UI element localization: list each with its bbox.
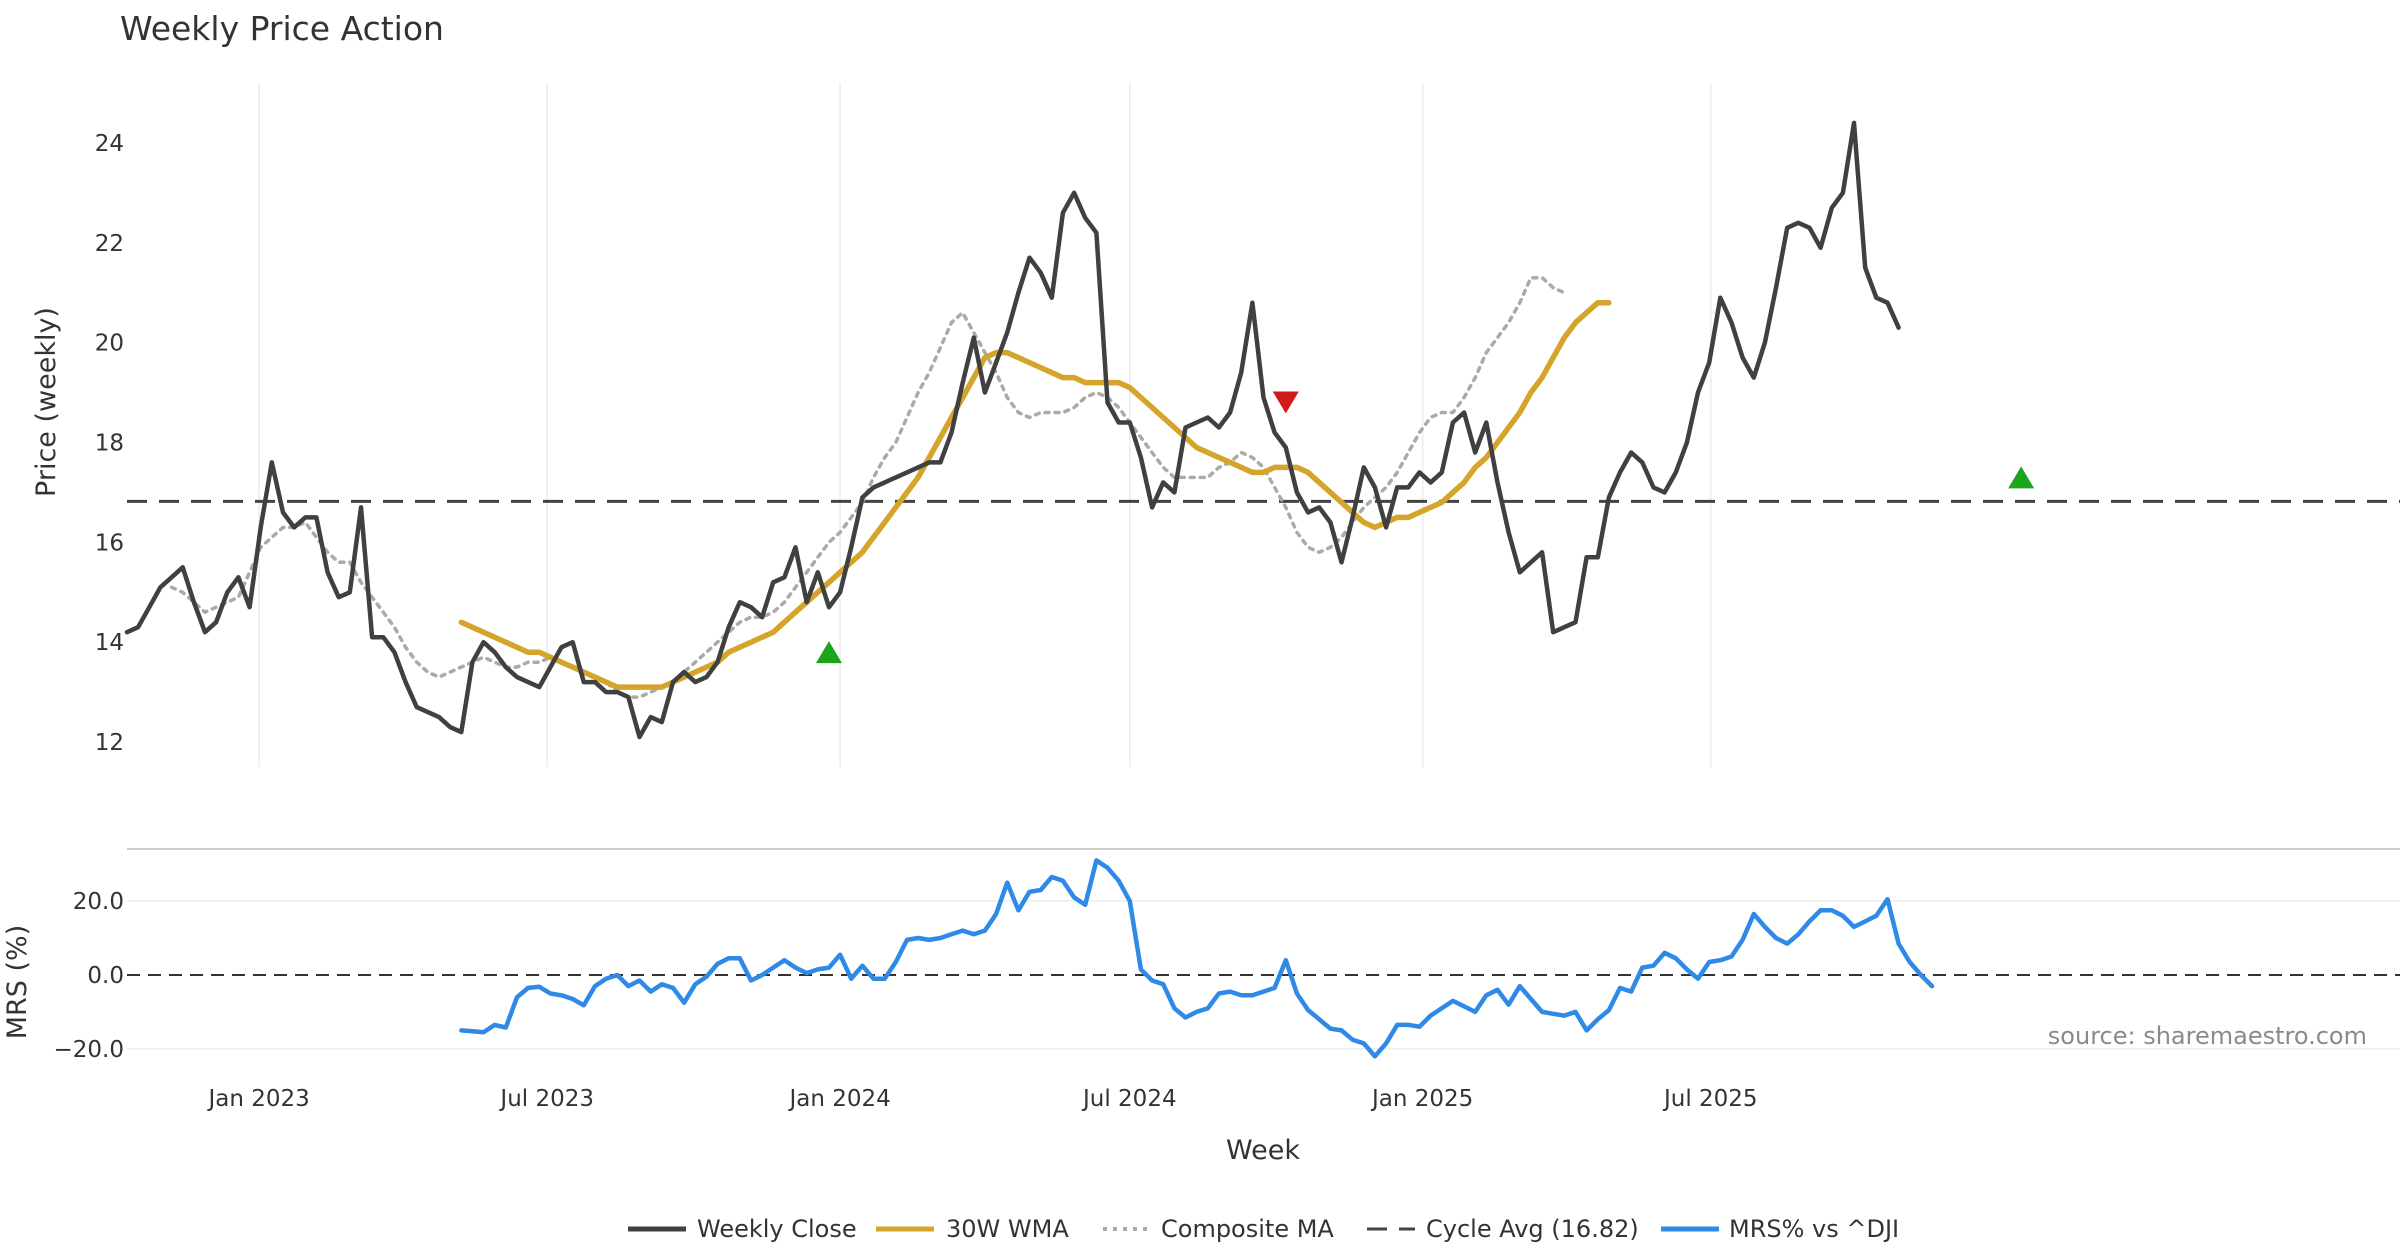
price-y-axis-title: Price (weekly) — [31, 307, 62, 497]
x-tick-label: Jul 2024 — [1081, 1086, 1177, 1112]
series-layer — [124, 120, 2400, 1059]
price-gridlines — [258, 83, 1712, 767]
x-tick-label: Jul 2023 — [498, 1086, 594, 1112]
sell-signal-marker — [1272, 391, 1299, 414]
price-y-tick-label: 24 — [95, 131, 124, 157]
series-line-mrs-vs-dji — [459, 858, 1935, 1059]
legend-label-30w-wma: 30W WMA — [946, 1215, 1069, 1243]
series-line-weekly-close — [124, 120, 1901, 740]
x-axis: Jan 2023 Jul 2023 Jan 2024 Jul 2024 Jan 2025… — [206, 1086, 1757, 1112]
series-line-composite-ma — [169, 275, 1567, 699]
buy-signal-marker — [815, 641, 842, 664]
price-y-tick-label: 20 — [95, 331, 124, 357]
mrs-y-tick-label: 20.0 — [73, 889, 124, 915]
price-y-tick-label: 14 — [95, 630, 124, 656]
legend-label-cycle-avg: Cycle Avg (16.82) — [1426, 1215, 1639, 1243]
price-y-tick-label: 22 — [95, 231, 124, 257]
legend-label-composite-ma: Composite MA — [1161, 1215, 1334, 1243]
x-tick-label: Jul 2025 — [1662, 1086, 1758, 1112]
mrs-y-tick-label: 0.0 — [87, 963, 124, 989]
mrs-y-tick-label: −20.0 — [54, 1037, 124, 1063]
price-y-tick-label: 16 — [95, 530, 124, 556]
x-tick-label: Jan 2023 — [206, 1086, 309, 1112]
source-label: source: sharemaestro.com — [2048, 1022, 2367, 1050]
mrs-gridlines — [127, 900, 2400, 1050]
x-tick-label: Jan 2025 — [1370, 1086, 1473, 1112]
price-y-tick-label: 18 — [95, 430, 124, 456]
x-tick-label: Jan 2024 — [787, 1086, 890, 1112]
chart-title: Weekly Price Action — [120, 9, 444, 48]
legend-label-weekly-close: Weekly Close — [697, 1215, 857, 1243]
buy-signal-marker — [2008, 466, 2035, 489]
signal-markers — [815, 391, 2035, 664]
price-y-axis: 12 14 16 18 20 22 24 — [95, 131, 124, 756]
x-axis-title: Week — [1226, 1135, 1300, 1166]
legend: Weekly Close 30W WMA Composite MA Cycle … — [628, 1215, 1899, 1243]
price-y-tick-label: 12 — [95, 730, 124, 756]
legend-label-mrs: MRS% vs ^DJI — [1729, 1215, 1899, 1243]
mrs-y-axis: −20.0 0.0 20.0 — [54, 889, 124, 1063]
series-line-30w-wma — [458, 299, 1612, 690]
mrs-y-axis-title: MRS (%) — [2, 925, 33, 1040]
